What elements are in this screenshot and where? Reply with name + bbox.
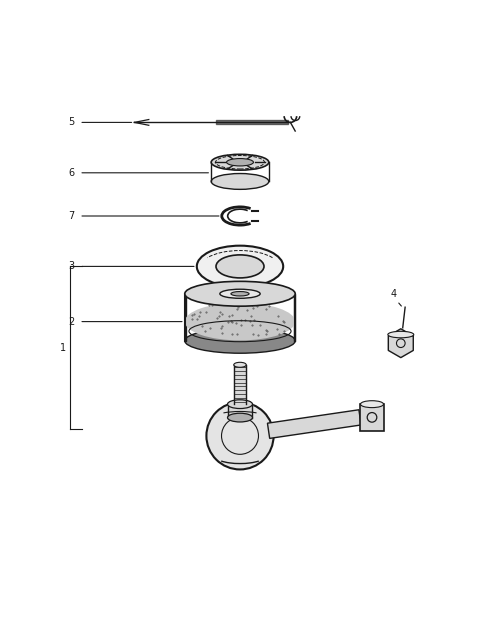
Text: 2: 2 [68, 316, 74, 326]
Ellipse shape [197, 246, 283, 287]
Ellipse shape [234, 363, 246, 368]
Ellipse shape [216, 255, 264, 278]
Ellipse shape [360, 401, 384, 407]
Ellipse shape [185, 328, 295, 353]
Ellipse shape [211, 154, 269, 170]
Ellipse shape [228, 413, 252, 422]
Ellipse shape [231, 291, 249, 296]
Ellipse shape [185, 303, 295, 341]
Text: 3: 3 [68, 261, 74, 271]
Polygon shape [267, 410, 361, 439]
Bar [360, 404, 384, 431]
Ellipse shape [388, 331, 414, 338]
Ellipse shape [220, 290, 260, 298]
Text: 4: 4 [391, 289, 396, 299]
Text: 5: 5 [68, 117, 74, 127]
Text: 7: 7 [68, 211, 74, 221]
Ellipse shape [211, 173, 269, 189]
Circle shape [206, 402, 274, 469]
Ellipse shape [227, 158, 253, 166]
Text: 6: 6 [68, 168, 74, 178]
Ellipse shape [185, 281, 295, 306]
Text: 1: 1 [60, 343, 66, 353]
Ellipse shape [228, 400, 252, 409]
Polygon shape [388, 329, 413, 358]
